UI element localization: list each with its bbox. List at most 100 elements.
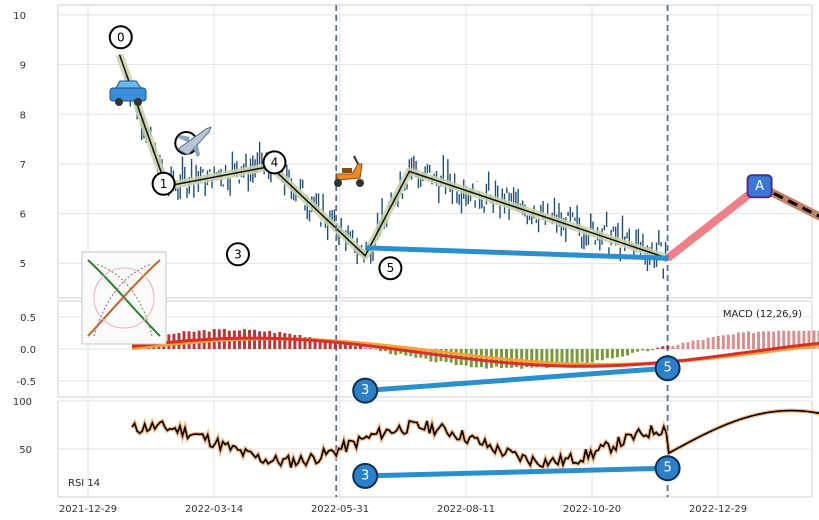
divergence-label: 5 [663,361,671,376]
macd-bar [757,331,761,349]
rsi-label: RSI 14 [68,478,100,489]
y-tick-label: 10 [13,11,26,22]
panel-price [57,4,813,299]
macd-bar [545,349,549,369]
macd-bar [575,349,579,363]
macd-bar [716,335,720,349]
projection-label-box [746,174,773,199]
divergence-marker [654,455,681,482]
y-tick-label: 9 [20,61,26,72]
macd-bar [374,349,378,350]
macd-bar [404,349,408,356]
macd-bar [691,340,695,349]
macd-bar [343,343,347,349]
wave-label-circle [378,256,403,281]
macd-bar [550,349,554,368]
x-tick-label: 2022-05-31 [311,504,369,515]
macd-bar [681,342,685,349]
projection-label: A [755,179,764,194]
airplane-icon [177,126,212,157]
macd-bar [590,349,594,363]
macd-divergence-line [365,365,668,394]
macd-bar [384,349,388,352]
price-overlay [115,5,819,497]
macd-bar [797,330,801,349]
macd-bar [600,349,604,361]
macd-bar [721,335,725,349]
macd-bar [389,349,393,355]
markers: 012345ABC3535 [108,25,773,489]
macd-bar [580,349,584,363]
macd-bar [595,349,599,361]
x-tick-label: 2022-10-20 [563,504,621,515]
wave-label: 0 [117,30,125,44]
macd-bar [792,330,796,349]
macd-bar [701,339,705,349]
macd-bar [676,344,680,349]
macd-bar [368,348,372,349]
y-tick-label: 50 [19,445,32,456]
rsi-line [131,409,819,468]
macd-bar [610,349,614,359]
macd-bar [515,349,519,368]
macd-bar [646,349,650,352]
macd-bar [772,331,776,349]
macd-bar [605,349,609,359]
macd-bar [666,345,670,349]
macd-bar [318,339,322,349]
macd-bar [379,349,383,352]
macd-bar [615,349,619,358]
macd-bar [484,349,488,369]
macd-bar [807,330,811,349]
macd-bar [671,346,675,349]
chart-thumbnail-icon [81,251,167,345]
macd-bar [298,335,302,349]
macd-bar [777,330,781,349]
wave-line [118,54,668,259]
macd-bar [363,348,367,349]
wave-label: 5 [387,261,395,275]
macd-bar [656,347,660,349]
macd-bar [328,341,332,349]
scooter-icon [334,155,364,187]
macd-panel-content [131,328,819,394]
macd-label: MACD (12,26,9) [723,309,802,320]
y-tick-label: 8 [20,110,26,121]
car-icon [109,80,147,106]
macd-bar [767,331,771,349]
macd-bar [479,349,483,368]
macd-bar [535,349,539,368]
wave-label-circle [262,150,287,175]
y-tick-label: 100 [13,397,32,408]
macd-bar [520,349,524,369]
macd-bar [555,349,559,367]
macd-bar [726,334,730,349]
x-tick-label: 2022-08-11 [437,504,495,515]
macd-bar [283,333,287,349]
projection-leg [665,183,763,262]
macd-bar [802,330,806,349]
macd-bar [570,349,574,364]
macd-bar [651,349,655,351]
price-divergence-line [365,245,668,261]
macd-bar [696,340,700,349]
y-tick-label: 7 [20,160,26,171]
wave-label: 3 [234,247,242,261]
macd-bar [323,339,327,349]
x-tick-label: 2021-12-29 [59,504,117,515]
macd-bar [812,330,816,349]
macd-bar [731,334,735,349]
divergence-label: 3 [361,383,369,398]
macd-bar [782,330,786,349]
macd-bar [741,332,745,349]
macd-bar [394,349,398,356]
divergence-label: 3 [361,468,369,483]
y-tick-label: 0.5 [20,313,36,324]
macd-bar [288,333,292,349]
macd-bar [626,349,630,356]
macd-bar [752,333,756,349]
rsi-divergence-line [365,465,668,479]
macd-bar [641,349,645,351]
tick-labels: 2021-12-29 2022-03-14 2022-05-31 2022-08-11… [13,11,747,515]
